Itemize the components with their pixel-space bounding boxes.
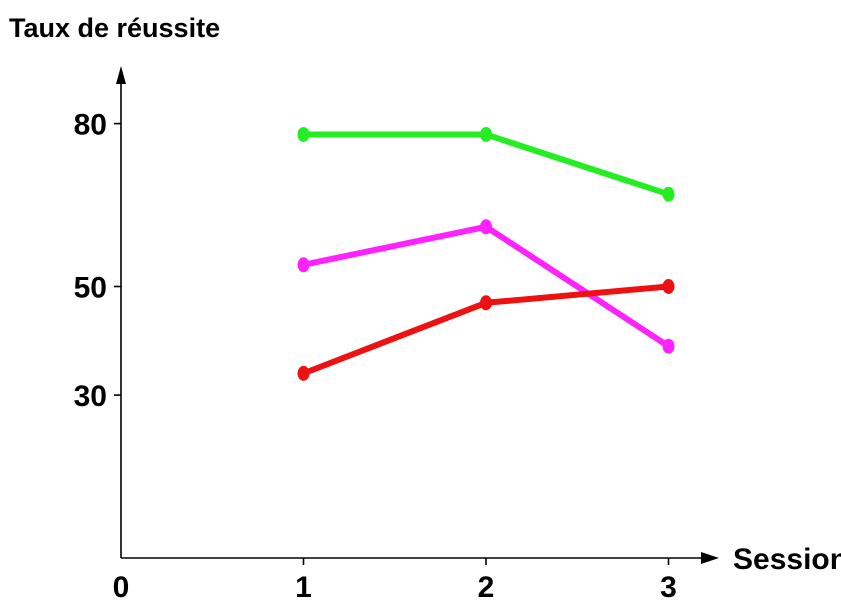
x-tick-label: 1 — [295, 571, 312, 602]
y-tick-label: 30 — [74, 380, 107, 413]
data-point — [480, 219, 492, 235]
series-3 — [297, 279, 675, 381]
x-tick-label: 3 — [660, 571, 677, 602]
x-tick-label: 2 — [478, 571, 495, 602]
series-line — [300, 223, 672, 350]
data-point — [297, 126, 310, 142]
y-ticks: 30 50 80 — [74, 109, 121, 413]
series-layer — [297, 126, 675, 381]
data-point — [297, 365, 310, 381]
data-point — [297, 257, 310, 273]
series-1 — [297, 126, 675, 202]
data-point — [662, 279, 675, 294]
data-point — [480, 295, 492, 311]
y-tick-label: 50 — [74, 272, 107, 305]
x-ticks: 0 1 2 3 — [113, 558, 677, 602]
y-axis-title: Taux de réussite — [9, 13, 220, 43]
data-point — [662, 186, 675, 202]
x-axis-arrow — [701, 552, 719, 564]
data-point — [662, 338, 675, 354]
y-tick-label: 80 — [74, 109, 107, 142]
data-point — [480, 126, 492, 142]
x-tick-label: 0 — [113, 571, 130, 602]
x-axis-title: Session — [733, 543, 841, 576]
series-line — [300, 131, 672, 198]
y-axis-arrow — [116, 66, 126, 84]
series-2 — [297, 219, 675, 354]
axes — [116, 66, 719, 564]
